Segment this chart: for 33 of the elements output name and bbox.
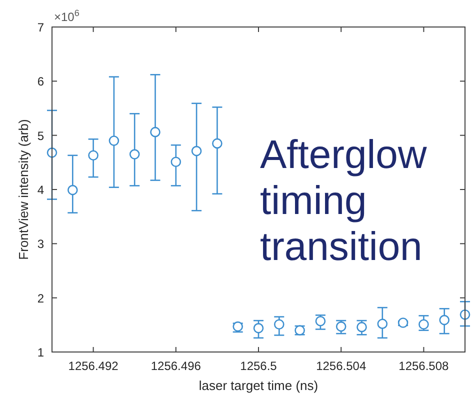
- x-tick-label: 1256.504: [316, 359, 366, 373]
- y-axis-title: FrontView intensity (arb): [16, 119, 31, 260]
- point: [315, 316, 326, 326]
- text: ×10$^{6}$: [54, 8, 80, 24]
- point: [377, 318, 388, 329]
- x-tick-label: 1256.5: [240, 359, 278, 373]
- y-tick-label: 5: [37, 128, 44, 143]
- annotation: Afterglow timing transition: [260, 133, 427, 269]
- point: [191, 146, 202, 156]
- point: [150, 126, 160, 138]
- point: [129, 149, 140, 160]
- point: [356, 322, 367, 332]
- point: [108, 136, 120, 146]
- point: [68, 184, 78, 196]
- y-tick-label: 3: [37, 237, 44, 252]
- x-tick-label: 1256.508: [398, 359, 450, 373]
- point: [170, 156, 182, 168]
- x-tick-label: 1256.496: [150, 359, 202, 373]
- x-tick-label: 1256.492: [68, 359, 119, 373]
- point: [212, 138, 222, 149]
- point: [418, 319, 429, 330]
- point: [274, 319, 284, 330]
- point: [88, 150, 98, 161]
- point: [398, 318, 408, 328]
- y-tick-label: 6: [37, 74, 44, 89]
- y-tick-label: 1: [37, 346, 44, 360]
- y-tick-label: 7: [37, 20, 44, 34]
- point: [336, 321, 346, 332]
- point: [253, 323, 264, 334]
- x-axis-title: laser target time (ns): [198, 378, 318, 393]
- point: [439, 314, 450, 326]
- y-tick-label: 4: [37, 183, 44, 197]
- y-tick-label: 2: [37, 291, 44, 306]
